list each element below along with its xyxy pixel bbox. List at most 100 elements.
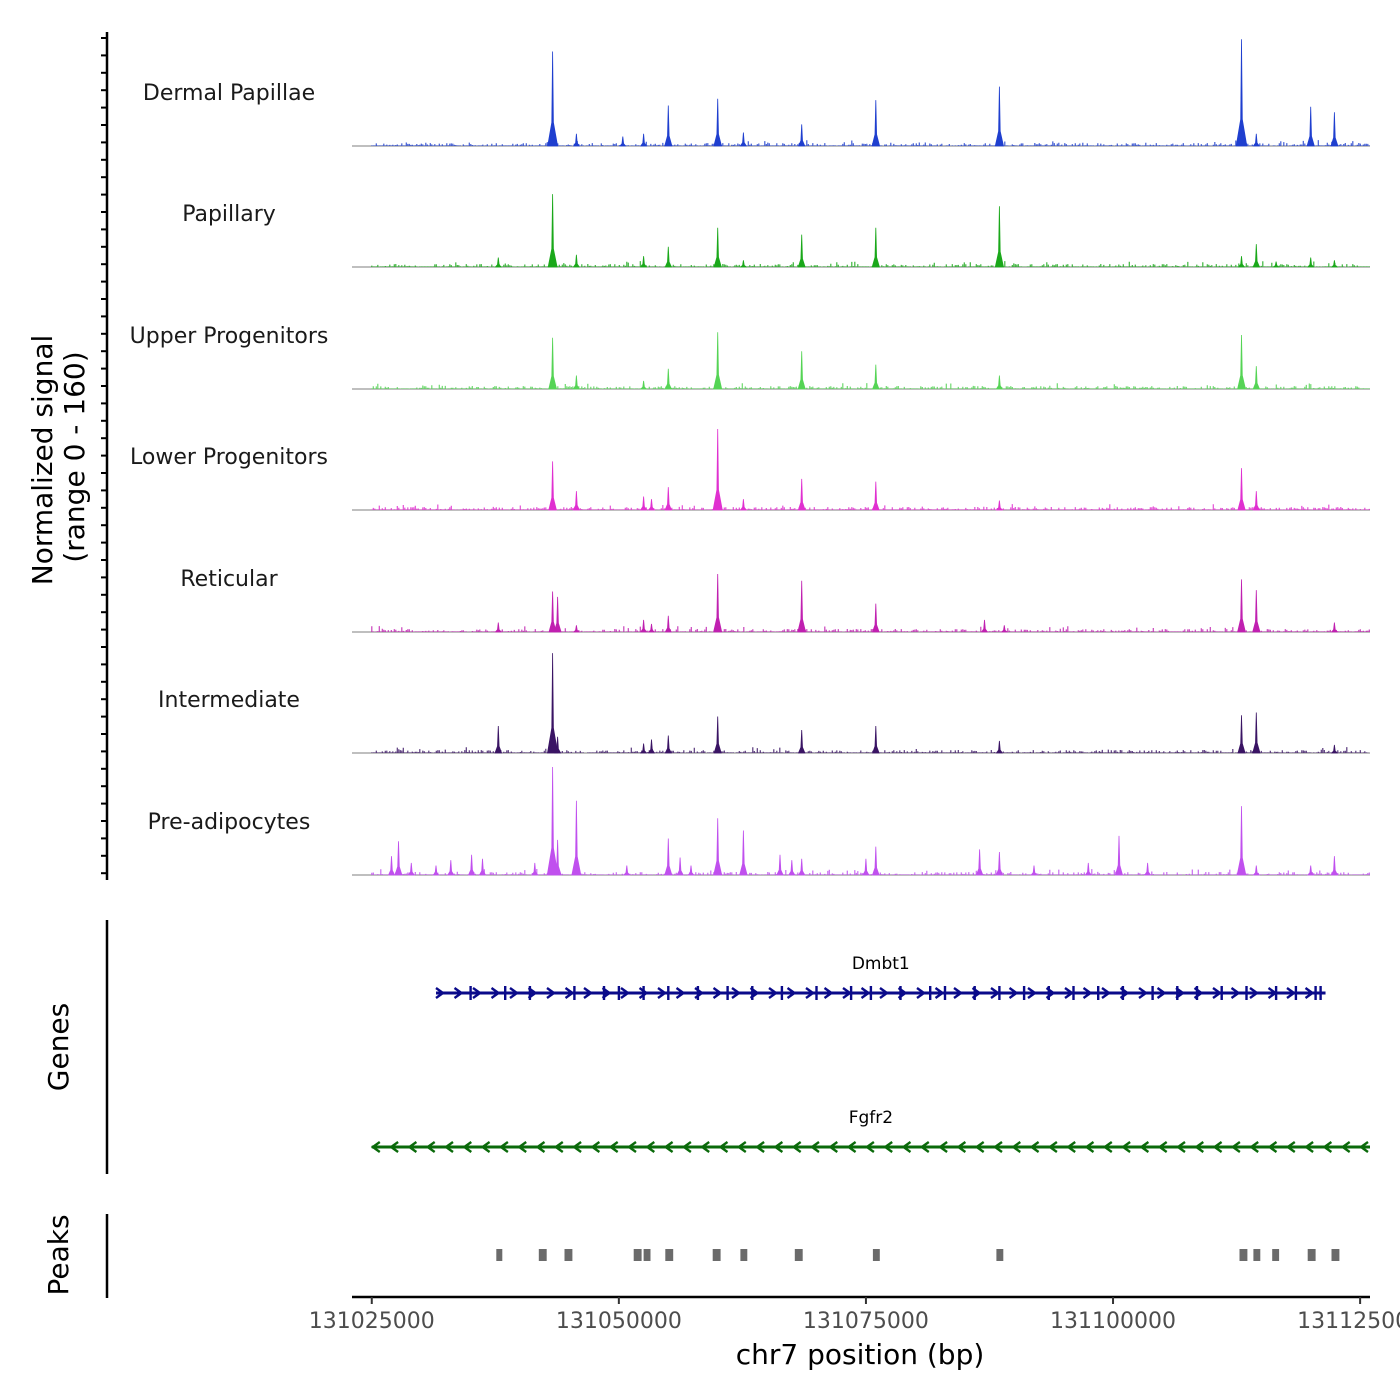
track-intermediate: Intermediate [158,653,1370,754]
strand-arrow [480,1141,491,1153]
peak-region [538,1249,547,1261]
strand-arrow [1212,1141,1223,1153]
signal-peak [995,851,1004,876]
signal-peak [494,725,503,754]
gene-exon [1294,986,1298,1000]
x-tick-label: 131100000 [1050,1309,1176,1334]
track-background-signal [371,626,1370,632]
signal-peak [739,499,748,511]
signal-peak [687,865,695,876]
strand-arrow [590,1141,601,1153]
gene-exon [573,986,576,1000]
strand-arrow [626,1141,637,1153]
strand-arrow [1101,987,1112,999]
signal-peak [797,351,806,390]
strand-arrow [498,1141,509,1153]
peak-region [872,1249,880,1261]
strand-arrow [389,1141,399,1153]
signal-peak [546,766,559,876]
track-lower-progenitors: Lower Progenitors [130,428,1370,511]
signal-peak [871,603,880,633]
signal-peak [1330,744,1339,754]
gene-exon [1047,986,1050,1000]
gene-exon [1314,986,1317,1000]
peak-region [1307,1249,1316,1261]
strand-arrow [1340,1141,1351,1153]
gene-exon [667,986,670,1000]
signal-peak [664,246,673,268]
signal-peak [995,740,1004,754]
strand-arrow [755,1141,765,1153]
strand-arrow [864,1141,875,1153]
signal-peak [797,580,807,633]
signal-peak [1252,244,1261,268]
strand-arrow [681,1141,692,1153]
gene-exon [602,986,606,1000]
track-upper-progenitors: Upper Progenitors [130,324,1370,390]
signal-peak [623,865,631,876]
strand-arrow [791,1141,802,1153]
signal-peak [1330,260,1339,268]
gene-exon [943,986,947,1000]
strand-arrow [472,987,483,999]
gene-exon [1151,986,1154,1000]
strand-arrow [1304,987,1315,999]
signal-peak [739,830,748,876]
strand-arrow [572,1141,582,1153]
track-background-signal [371,869,1370,875]
signal-peak [797,729,806,754]
signal-peak [1114,835,1124,876]
strand-arrow [823,987,834,999]
strand-arrow [768,987,779,999]
signal-peak [1252,133,1260,147]
signal-peak [407,862,415,876]
strand-arrow [675,987,686,999]
gene-exon [504,986,507,1000]
track-label: Intermediate [158,688,300,713]
gene-exon [780,986,784,1000]
signal-peak [872,364,880,390]
peak-region [712,1249,721,1261]
signal-peak [572,491,581,511]
strand-arrow [974,1141,985,1153]
signal-peak [572,375,581,390]
signal-peak [788,860,796,876]
gene-dmbt1: Dmbt1 [435,954,1326,1000]
signal-peak [862,858,870,876]
signal-peak [547,653,559,754]
gene-exon [815,986,818,1000]
signal-peak [387,856,396,876]
strand-arrow [509,987,520,999]
signal-peak [797,234,806,268]
signal-peak [664,105,673,147]
signal-peak [1306,106,1315,147]
x-tick-label: 131050000 [556,1309,682,1334]
signal-peak [1237,334,1247,390]
strand-arrow [462,1141,472,1153]
strand-arrow [956,1141,967,1153]
strand-arrow [407,1141,418,1153]
gene-exon [1121,986,1125,1000]
signal-peak [639,743,648,754]
strand-arrow [1157,1141,1168,1153]
track-pre-adipocytes: Pre-adipocytes [148,766,1370,876]
strand-arrow [1194,1141,1204,1153]
signal-peak [531,862,539,876]
signal-peak [1252,712,1261,754]
peak-region [1331,1249,1340,1261]
signal-peak [1307,865,1315,876]
signal-peak [494,622,502,633]
strand-arrow [443,1141,454,1153]
gene-exon [1195,986,1199,1000]
peak-region [643,1249,651,1261]
strand-arrow [938,1141,948,1153]
strand-arrow [1102,1141,1113,1153]
signal-peak [797,124,806,147]
peak-region [665,1249,674,1261]
strand-arrow [425,1141,436,1153]
strand-arrow [1008,987,1019,999]
strand-arrow [1304,1141,1314,1153]
signal-peak [1252,590,1261,633]
gene-exon [1319,986,1322,1000]
strand-arrow [490,987,501,999]
